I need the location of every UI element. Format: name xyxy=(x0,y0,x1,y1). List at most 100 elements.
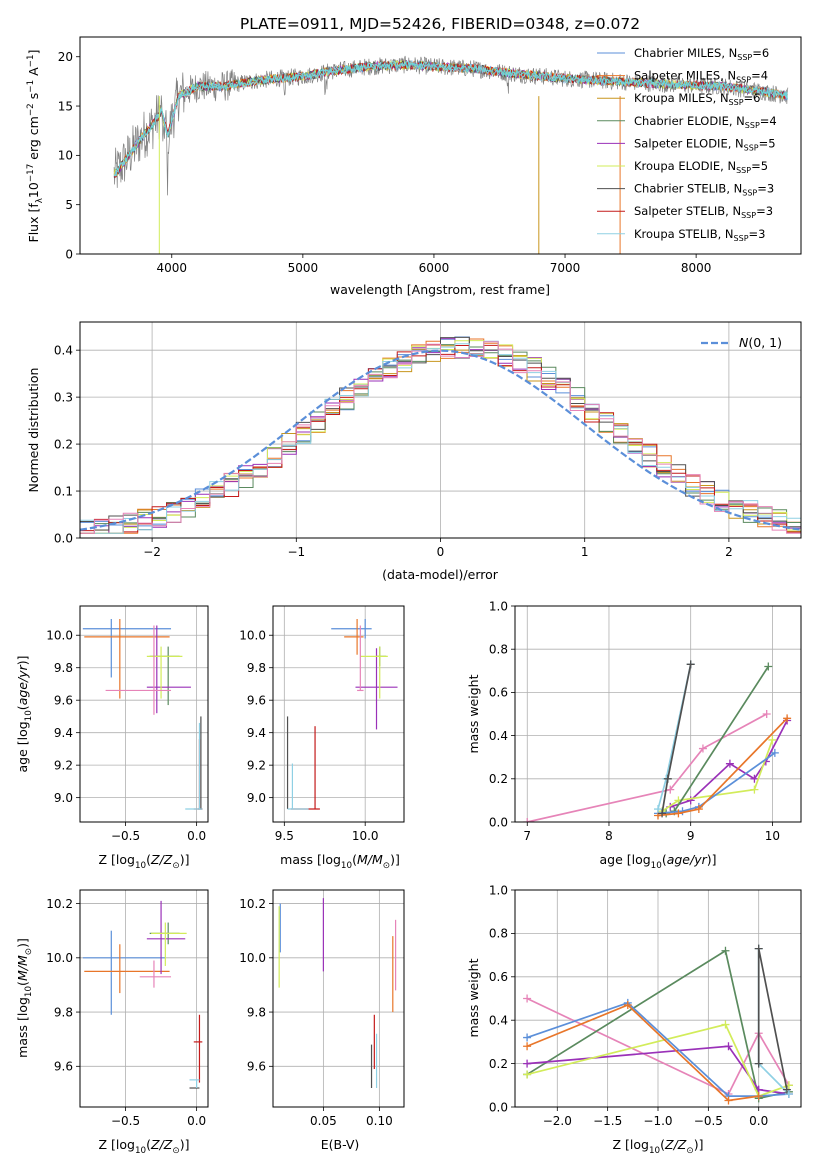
error-bar-point xyxy=(355,648,398,730)
x-axis-label: (data-model)/error xyxy=(382,567,499,582)
x-tick-label: 8 xyxy=(605,829,613,843)
weight-line xyxy=(527,1045,790,1095)
weight-marker xyxy=(724,1096,733,1105)
y-tick-label: 10.2 xyxy=(239,897,266,911)
y-tick-label: 15 xyxy=(58,99,73,113)
y-tick-label: 20 xyxy=(58,50,73,64)
y-tick-label: 9.8 xyxy=(54,1005,73,1019)
axes-frame xyxy=(79,605,209,823)
error-bar-point xyxy=(84,618,170,699)
x-tick-label: 0.10 xyxy=(366,1114,393,1128)
error-bar-point xyxy=(82,930,166,1015)
weight-marker xyxy=(750,774,759,783)
plot-area xyxy=(82,900,203,1089)
y-tick-label: 9.4 xyxy=(247,726,266,740)
error-bar-point xyxy=(331,618,372,639)
y-tick-label: 9.6 xyxy=(247,693,266,707)
weight-marker xyxy=(770,748,779,757)
weight-marker xyxy=(523,1059,532,1068)
x-tick-label: −2.0 xyxy=(543,1114,572,1128)
x-tick-label: 0.0 xyxy=(187,1114,206,1128)
y-tick-label: 10.2 xyxy=(46,897,73,911)
y-axis-label: mass weight xyxy=(466,674,481,753)
weight-marker xyxy=(623,1001,632,1010)
error-bar-point xyxy=(105,625,172,715)
x-axis-label: E(B-V) xyxy=(321,1137,360,1152)
weight-line xyxy=(527,713,768,822)
plot-area xyxy=(286,618,398,810)
y-tick-label: 0.2 xyxy=(489,1057,508,1071)
x-axis-label: Z [log10(Z/Z⊙)] xyxy=(613,1137,704,1156)
y-axis-label: Flux [fλ10−17 erg cm−2 s−1 A−1] xyxy=(26,50,45,243)
legend-label: Kroupa STELIB, NSSP=3 xyxy=(634,227,765,243)
weight-line xyxy=(670,720,788,808)
weight-marker xyxy=(658,809,667,818)
y-tick-label: 0.8 xyxy=(489,927,508,941)
y-tick-label: 0 xyxy=(65,247,73,261)
weight-marker xyxy=(762,710,771,718)
y-tick-label: 0.3 xyxy=(54,390,73,404)
spectrum-panel: Chabrier MILES, NSSP=6 Salpeter MILES, NS… xyxy=(26,36,802,297)
weight-line xyxy=(526,1004,759,1102)
x-tick-label: 2 xyxy=(725,545,733,559)
y-tick-label: 9.4 xyxy=(54,726,73,740)
error-bar-point xyxy=(146,900,186,975)
y-tick-label: 10.0 xyxy=(46,951,73,965)
legend-label: Kroupa MILES, NSSP=6 xyxy=(634,91,760,107)
x-tick-label: −0.5 xyxy=(694,1114,723,1128)
residual-histogram-panel: N(0, 1) −2 −1 0 1 2 0.0 0.1 0.2 0.3 0.4 (data-model… xyxy=(26,321,802,582)
weight-marker xyxy=(724,1042,733,1051)
y-tick-label: 9.6 xyxy=(247,1060,266,1074)
x-tick-label: −2 xyxy=(143,545,161,559)
y-tick-label: 9.0 xyxy=(247,791,266,805)
x-tick-label: −1.0 xyxy=(643,1114,672,1128)
y-tick-label: 9.8 xyxy=(247,661,266,675)
error-bar-point xyxy=(357,625,364,692)
error-bar-point xyxy=(189,1079,200,1089)
y-axis-label: Normed distribution xyxy=(26,368,41,493)
axes-frame xyxy=(272,605,405,823)
x-tick-label: 10 xyxy=(765,829,780,843)
x-axis-label: Z [log10(Z/Z⊙)] xyxy=(99,852,190,871)
weight-vs-metallicity-panel: −2.0 −1.5 −1.0 −0.5 0.0 0.0 0.2 0.4 0.6 0.8 1.0 Z [… xyxy=(466,883,802,1156)
weight-marker xyxy=(686,660,695,669)
error-bar-point xyxy=(360,646,388,699)
x-tick-label: −0.5 xyxy=(111,829,140,843)
weight-marker xyxy=(523,994,532,1003)
weight-marker xyxy=(754,1059,763,1068)
x-tick-label: 7 xyxy=(523,829,531,843)
weight-marker xyxy=(754,1092,763,1101)
legend-label: Chabrier ELODIE, NSSP=4 xyxy=(634,114,777,130)
y-tick-label: 9.0 xyxy=(54,791,73,805)
y-tick-label: 10.0 xyxy=(239,951,266,965)
best-model-line xyxy=(113,59,788,177)
x-tick-label: 0 xyxy=(437,545,445,559)
error-bar-point xyxy=(84,944,170,994)
x-tick-label: 10.0 xyxy=(352,829,379,843)
y-tick-label: 0.4 xyxy=(54,343,73,357)
error-bar-point xyxy=(151,922,187,966)
weight-marker xyxy=(674,809,683,818)
y-tick-label: 10.0 xyxy=(46,629,73,643)
legend-label: Kroupa ELODIE, NSSP=5 xyxy=(634,159,768,175)
x-tick-label: 9 xyxy=(687,829,695,843)
error-bar-point xyxy=(287,763,309,810)
age-vs-mass-panel: 9.5 10.0 9.0 9.2 9.4 9.6 9.8 10.0 mass [log10(M/… xyxy=(239,605,405,871)
weight-marker xyxy=(782,1085,791,1094)
x-tick-label: 0.0 xyxy=(187,829,206,843)
x-tick-label: −0.5 xyxy=(111,1114,140,1128)
weight-marker xyxy=(750,785,759,794)
error-bar-point xyxy=(139,960,172,988)
y-tick-label: 1.0 xyxy=(489,599,508,613)
weight-line xyxy=(526,1023,790,1098)
x-axis-label: age [log10(age/yr)] xyxy=(599,852,716,871)
y-tick-label: 0.1 xyxy=(54,484,73,498)
weight-marker xyxy=(725,759,734,768)
legend-label: Salpeter ELODIE, NSSP=5 xyxy=(634,136,776,152)
x-tick-label: −1 xyxy=(287,545,305,559)
weight-marker xyxy=(523,1033,532,1042)
y-tick-label: 9.6 xyxy=(54,1060,73,1074)
y-tick-label: 0.8 xyxy=(489,643,508,657)
y-tick-label: 10 xyxy=(58,149,73,163)
model-spectrum-line xyxy=(113,60,788,179)
